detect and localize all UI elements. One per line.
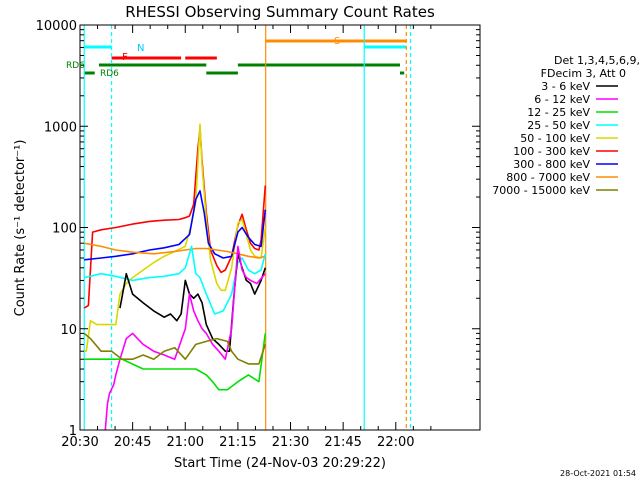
series-line-9: [83, 332, 267, 365]
legend-label: 12 - 25 keV: [527, 106, 590, 119]
plot-frame: [79, 24, 481, 431]
legend-label: 6 - 12 keV: [534, 93, 590, 106]
y-tick-label: 10: [60, 323, 77, 338]
y-tick-label: 100: [52, 222, 77, 237]
series-line-7: [104, 358, 121, 431]
x-tick-label: 21:00: [167, 435, 204, 450]
legend-label: 25 - 50 keV: [527, 119, 590, 132]
legend-header-1: Det 1,3,4,5,6,9,: [554, 54, 640, 67]
legend-label: 50 - 100 keV: [520, 132, 590, 145]
y-tick-label: 1000: [44, 120, 77, 135]
legend-label: 7000 - 15000 keV: [492, 184, 590, 197]
legend-label: 800 - 7000 keV: [506, 171, 590, 184]
flag-label-rd6-a: RD6: [66, 61, 85, 71]
chart-title: RHESSI Observing Summary Count Rates: [125, 3, 435, 21]
series-lines: [83, 123, 267, 431]
legend: Det 1,3,4,5,6,9, FDecim 3, Att 0 3 - 6 k…: [492, 54, 640, 197]
legend-label: 100 - 300 keV: [513, 145, 590, 158]
y-tick-label: 1: [69, 424, 77, 439]
x-tick-label: 20:30: [61, 435, 98, 450]
legend-label: 3 - 6 keV: [541, 80, 590, 93]
x-axis-label: Start Time (24-Nov-03 20:29:22): [174, 456, 386, 471]
flag-label-saa: S: [334, 36, 340, 47]
legend-header-2: FDecim 3, Att 0: [541, 67, 626, 80]
x-tick-label: 21:15: [219, 435, 256, 450]
x-tick-label: 20:45: [114, 435, 151, 450]
series-line-8: [84, 333, 267, 391]
y-tick-label: 10000: [36, 19, 77, 34]
series-line-6: [119, 245, 266, 360]
y-axis-label: Count Rate (s⁻¹ detector⁻¹): [13, 140, 28, 317]
flag-label-night: N: [137, 43, 144, 54]
flag-label-rd6-b: RD6: [100, 69, 119, 79]
series-line-5: [119, 253, 267, 352]
footer-timestamp: 28-Oct-2021 01:54: [560, 469, 636, 478]
series-line-3: [84, 242, 266, 259]
x-tick-label: 21:45: [324, 435, 361, 450]
flag-label-fdecim: F: [122, 52, 128, 63]
axes: 20:30 20:45 21:00 21:15 21:30 21:45 22:00 1 10 10…: [36, 19, 481, 450]
observing-flags: [84, 39, 407, 75]
series-line-0: [83, 127, 267, 309]
event-markers: [83, 25, 412, 430]
x-tick-label: 21:30: [272, 435, 309, 450]
series-line-4: [84, 245, 267, 315]
legend-label: 300 - 800 keV: [513, 158, 590, 171]
x-tick-label: 22:00: [377, 435, 414, 450]
